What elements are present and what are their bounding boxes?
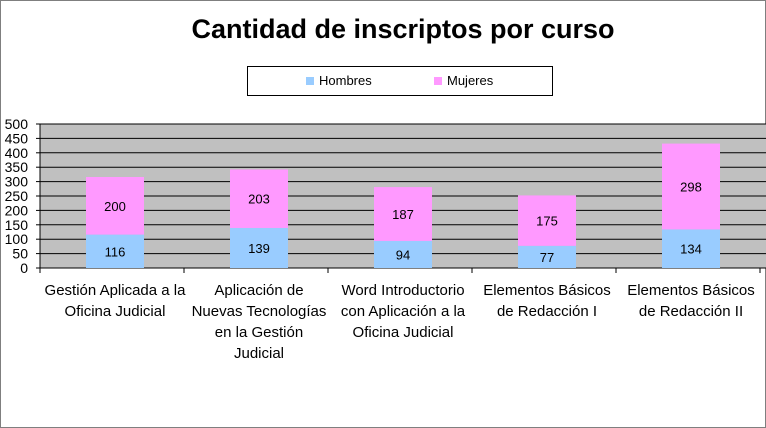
y-tick-label: 500 xyxy=(5,116,29,132)
y-tick-label: 350 xyxy=(5,159,29,175)
y-tick-label: 300 xyxy=(5,174,29,190)
y-tick-label: 200 xyxy=(5,202,29,218)
data-label-mujeres-3: 187 xyxy=(392,207,414,222)
data-label-mujeres-5: 298 xyxy=(680,179,702,194)
x-category-label-4: Elementos Básicos de Redacción I xyxy=(483,282,611,320)
bar-hombres-4 xyxy=(518,245,576,268)
legend-item-mujeres: Mujeres xyxy=(434,73,493,88)
y-tick-label: 100 xyxy=(5,231,29,247)
y-tick-label: 150 xyxy=(5,217,29,233)
bar-hombres-5 xyxy=(662,229,720,268)
bar-hombres-3 xyxy=(374,240,432,268)
data-label-hombres-3: 94 xyxy=(396,247,410,262)
bar-mujeres-3 xyxy=(374,187,432,241)
bar-mujeres-4 xyxy=(518,195,576,246)
bar-hombres-2 xyxy=(230,227,288,268)
bar-hombres-1 xyxy=(86,234,144,268)
data-label-mujeres-2: 203 xyxy=(248,192,270,207)
legend-label-mujeres: Mujeres xyxy=(447,73,494,88)
data-label-mujeres-1: 200 xyxy=(104,199,126,214)
y-tick-label: 0 xyxy=(20,260,28,276)
chart-title: Cantidad de inscriptos por curso xyxy=(191,14,615,44)
data-label-hombres-4: 77 xyxy=(540,250,554,265)
bar-mujeres-1 xyxy=(86,176,144,235)
data-label-hombres-1: 116 xyxy=(105,244,126,259)
legend-swatch-hombres xyxy=(306,76,314,85)
y-tick-label: 50 xyxy=(12,246,28,262)
data-label-hombres-2: 139 xyxy=(248,241,270,256)
chart-legend: Hombres Mujeres xyxy=(247,66,553,96)
bar-mujeres-2 xyxy=(230,169,288,228)
x-category-label-2: Aplicación de Nuevas Tecnologías en la G… xyxy=(191,282,327,362)
x-category-label-3: Word Introductorio con Aplicación a la O… xyxy=(340,282,466,341)
x-category-label-1: Gestión Aplicada a la Oficina Judicial xyxy=(44,282,186,320)
legend-item-hombres: Hombres xyxy=(306,73,372,88)
x-category-label-5: Elementos Básicos de Redacción II xyxy=(627,282,755,320)
bar-mujeres-5 xyxy=(662,143,720,230)
y-tick-label: 250 xyxy=(5,188,29,204)
data-label-hombres-5: 134 xyxy=(680,242,702,257)
data-label-mujeres-4: 175 xyxy=(536,214,558,229)
legend-swatch-mujeres xyxy=(434,76,442,85)
y-tick-label: 450 xyxy=(5,130,29,146)
legend-label-hombres: Hombres xyxy=(319,73,372,88)
y-tick-label: 400 xyxy=(5,145,29,161)
